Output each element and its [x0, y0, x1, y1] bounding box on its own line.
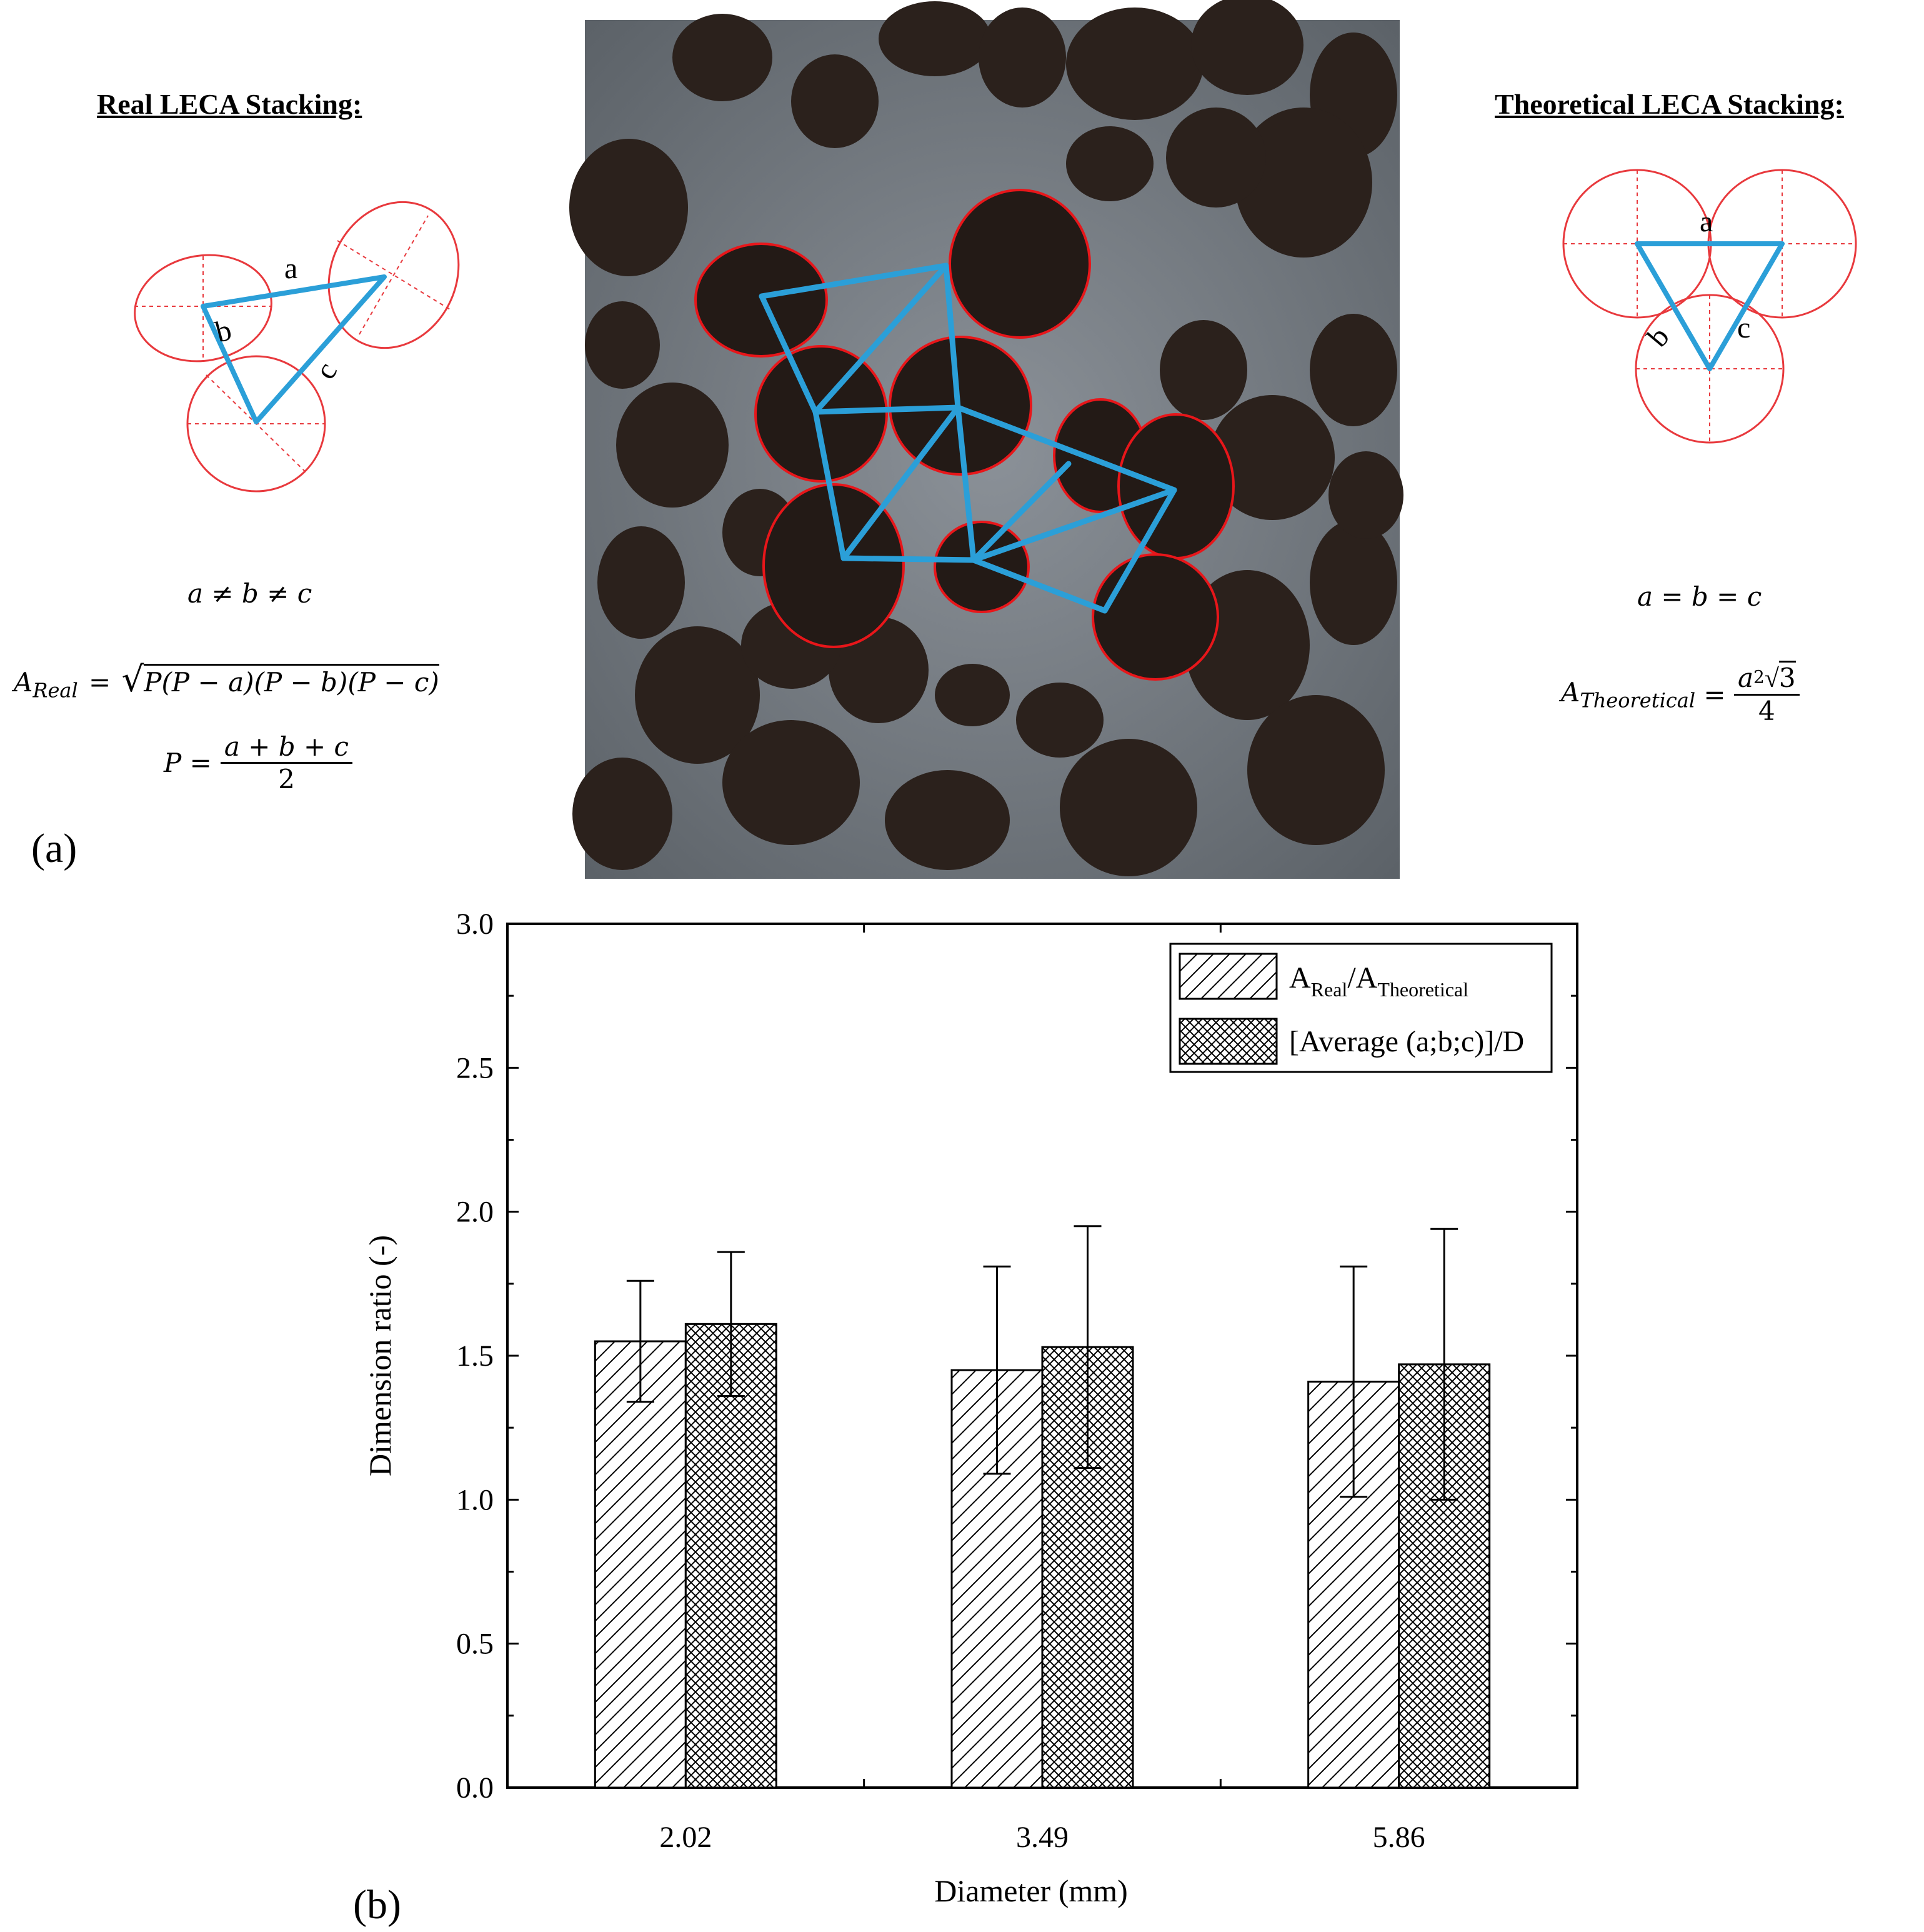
particle-link	[955, 404, 1177, 493]
bar	[594, 1340, 687, 1789]
particle-link	[759, 293, 819, 415]
y-axis-ticks: 0.0 0.5 1.0 1.5 2.0 2.5 3.0	[456, 908, 1577, 1804]
particle-link	[970, 487, 1177, 563]
real-side-c: c	[309, 357, 344, 385]
real-stacking-diagram: a b c	[134, 201, 460, 493]
background-particle	[935, 664, 1010, 726]
particle-link	[1102, 487, 1177, 614]
particle-link-network	[759, 263, 1177, 614]
background-particle	[1310, 314, 1397, 426]
theoretical-area-numerator: a2√3	[1733, 661, 1800, 696]
y-tick-label: 1.0	[456, 1483, 494, 1516]
background-particle	[672, 14, 772, 101]
background-particle	[585, 301, 660, 389]
real-area-radicand: P(P − a)(P − b)(P − c)	[144, 664, 439, 698]
background-particle	[1310, 520, 1397, 645]
outlined-particle	[934, 521, 1030, 613]
background-particle	[885, 770, 1010, 870]
x-tick-label: 2.02	[659, 1821, 712, 1854]
y-tick-label: 0.0	[456, 1771, 494, 1804]
perimeter-denominator: 2	[278, 764, 295, 794]
legend-swatch-area-ratio	[1179, 953, 1278, 1000]
background-particles	[569, 0, 1403, 876]
bars	[594, 1323, 1491, 1789]
bar	[684, 1323, 777, 1789]
background-particle	[569, 139, 688, 276]
particle-link	[970, 461, 1072, 563]
real-side-a: a	[284, 252, 297, 285]
particle-link	[840, 404, 961, 561]
background-particle	[1235, 108, 1372, 258]
legend-swatch-average-ratio	[1179, 1018, 1278, 1065]
panel-b-label: (b)	[353, 1882, 401, 1928]
theoretical-side-c: c	[1737, 311, 1750, 344]
theoretical-stacking-diagram: a b c	[1562, 169, 1857, 444]
background-particle	[616, 383, 729, 508]
real-stacking-heading: Real LECA Stacking:	[97, 88, 362, 120]
particle-link	[812, 404, 961, 415]
real-particle-2	[327, 201, 460, 349]
particle-link	[970, 557, 1108, 614]
y-tick-label: 2.5	[456, 1051, 494, 1084]
error-bars	[626, 1225, 1458, 1501]
theoretical-triangle	[1635, 241, 1785, 371]
particle-link	[759, 263, 949, 299]
particle-link	[812, 409, 847, 561]
background-particle	[1328, 451, 1403, 539]
real-triangle	[201, 274, 387, 424]
legend: AReal/ATheoretical [Average (a;b;c)]/D	[1169, 943, 1553, 1073]
background-particle	[791, 54, 879, 148]
perimeter-numerator: a + b + c	[220, 731, 353, 764]
outlined-particle	[1092, 553, 1219, 681]
area-real-symbol: AReal	[14, 667, 78, 703]
y-tick-label: 1.5	[456, 1339, 494, 1373]
x-axis-ticks: 2.02 3.49 5.86	[659, 924, 1425, 1854]
background-particle	[1060, 739, 1197, 876]
background-particle	[1247, 695, 1385, 845]
real-side-b: b	[212, 313, 235, 349]
theoretical-side-a: a	[1700, 205, 1713, 238]
x-tick-label: 3.49	[1016, 1821, 1069, 1854]
background-particle	[1160, 320, 1247, 420]
background-particle	[979, 8, 1066, 108]
real-area-formula: AReal = √P(P − a)(P − b)(P − c)	[14, 659, 439, 703]
background-particle	[1166, 108, 1266, 208]
theoretical-stacking-heading: Theoretical LECA Stacking:	[1495, 88, 1844, 120]
y-axis-label: Dimension ratio (-)	[362, 1235, 397, 1476]
particle-link	[812, 263, 949, 415]
x-axis-label: Diameter (mm)	[934, 1873, 1128, 1908]
theoretical-side-b: b	[1641, 321, 1676, 353]
y-tick-label: 3.0	[456, 908, 494, 941]
theoretical-area-formula: ATheoretical = a2√3 4	[1561, 661, 1800, 726]
dimension-ratio-chart: 0.0 0.5 1.0 1.5 2.0 2.5 3.0 2.02 3.49 5.86 Dimen…	[362, 908, 1578, 1908]
background-particle	[635, 626, 760, 764]
area-theoretical-symbol: ATheoretical	[1561, 676, 1696, 713]
leca-photo	[569, 0, 1403, 879]
outlined-particle	[1117, 413, 1235, 559]
background-particle	[879, 1, 991, 76]
background-particle	[1016, 683, 1104, 758]
background-particle	[1191, 0, 1303, 95]
particle-link	[840, 555, 977, 563]
theoretical-equality: a = b = c	[1637, 581, 1762, 612]
theoretical-area-denominator: 4	[1758, 696, 1775, 726]
background-particle	[597, 526, 685, 639]
outlined-particles	[694, 189, 1235, 681]
real-inequality: a ≠ b ≠ c	[187, 578, 312, 609]
outlined-particle	[949, 189, 1091, 339]
y-tick-label: 0.5	[456, 1628, 494, 1661]
background-particle	[722, 720, 860, 845]
legend-label-area-ratio: AReal/ATheoretical	[1289, 961, 1468, 1001]
perimeter-formula: P = a + b + c 2	[164, 731, 353, 794]
x-tick-label: 5.86	[1373, 1821, 1425, 1854]
background-particle	[1066, 8, 1204, 120]
legend-label-average-ratio: [Average (a;b;c)]/D	[1289, 1025, 1524, 1058]
background-particle	[1066, 126, 1154, 201]
panel-a-label: (a)	[31, 826, 77, 871]
particle-link	[955, 404, 977, 563]
particle-link	[943, 263, 961, 411]
y-tick-label: 2.0	[456, 1196, 494, 1229]
background-particle	[1210, 395, 1335, 520]
background-particle	[572, 758, 672, 870]
